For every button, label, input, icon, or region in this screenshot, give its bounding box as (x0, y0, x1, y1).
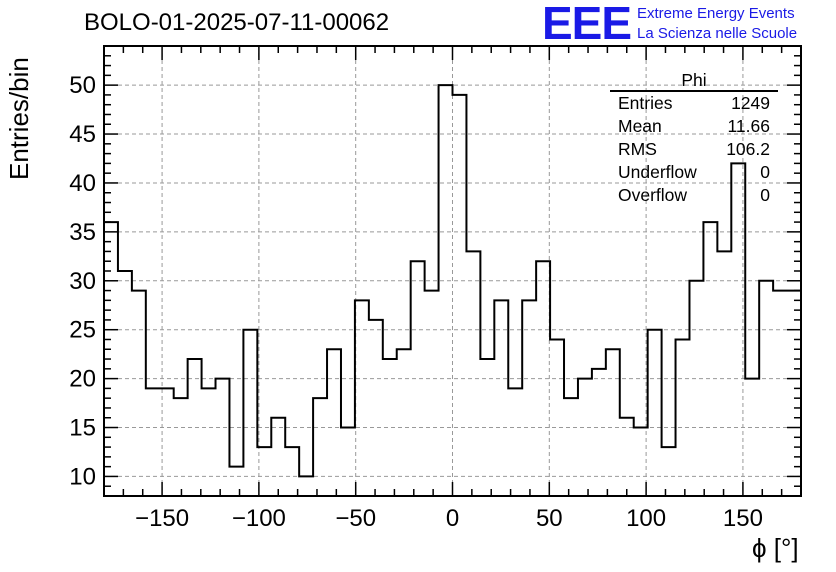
stats-value: 106.2 (726, 139, 770, 159)
stats-row-overflow: Overflow 0 (610, 184, 778, 207)
stats-value: 0 (760, 162, 770, 182)
histogram-outline (103, 84, 802, 496)
stats-label: Overflow (618, 185, 688, 205)
stats-value: 11.66 (727, 116, 771, 136)
x-tick-label: 0 (446, 505, 459, 532)
stats-label: RMS (618, 139, 657, 159)
y-tick-label: 30 (69, 268, 96, 295)
stats-box: Phi Entries 1249 Mean 11.66 RMS 106.2 Un… (610, 70, 778, 207)
stats-row-underflow: Underflow 0 (610, 161, 778, 184)
y-tick-label: 20 (69, 366, 96, 393)
y-axis-label: Entries/bin (4, 57, 34, 180)
axis-ticks (103, 45, 802, 497)
eee-logo: EEE (542, 0, 632, 49)
y-tick-label: 35 (69, 219, 96, 246)
stats-label: Underflow (618, 162, 697, 182)
y-tick-label: 40 (69, 170, 96, 197)
x-axis-label: ϕ [°] (752, 533, 799, 563)
stats-row-rms: RMS 106.2 (610, 138, 778, 161)
stats-value: 0 (760, 185, 770, 205)
x-tick-label: −150 (135, 505, 189, 532)
stats-row-entries: Entries 1249 (610, 92, 778, 115)
chart-title: BOLO-01-2025-07-11-00062 (84, 9, 390, 36)
stats-label: Entries (618, 93, 673, 113)
x-tick-label: 50 (536, 505, 563, 532)
y-tick-label: 50 (69, 72, 96, 99)
logo-line-2: La Scienza nelle Scuole (637, 25, 798, 42)
x-tick-label: 150 (723, 505, 763, 532)
logo-line-1: Extreme Energy Events (637, 5, 795, 22)
y-tick-labels: 10 15 20 25 30 35 40 45 50 (69, 72, 96, 490)
x-tick-labels: −150 −100 −50 0 50 100 150 (135, 505, 763, 532)
stats-row-mean: Mean 11.66 (610, 115, 778, 138)
y-tick-label: 10 (69, 463, 96, 490)
stats-value: 1249 (731, 93, 770, 113)
x-tick-label: −100 (232, 505, 286, 532)
y-tick-label: 45 (69, 121, 96, 148)
stats-label: Mean (618, 116, 662, 136)
y-tick-label: 15 (69, 415, 96, 442)
stats-title: Phi (610, 70, 778, 92)
x-tick-label: −50 (335, 505, 376, 532)
y-tick-label: 25 (69, 317, 96, 344)
x-tick-label: 100 (626, 505, 666, 532)
